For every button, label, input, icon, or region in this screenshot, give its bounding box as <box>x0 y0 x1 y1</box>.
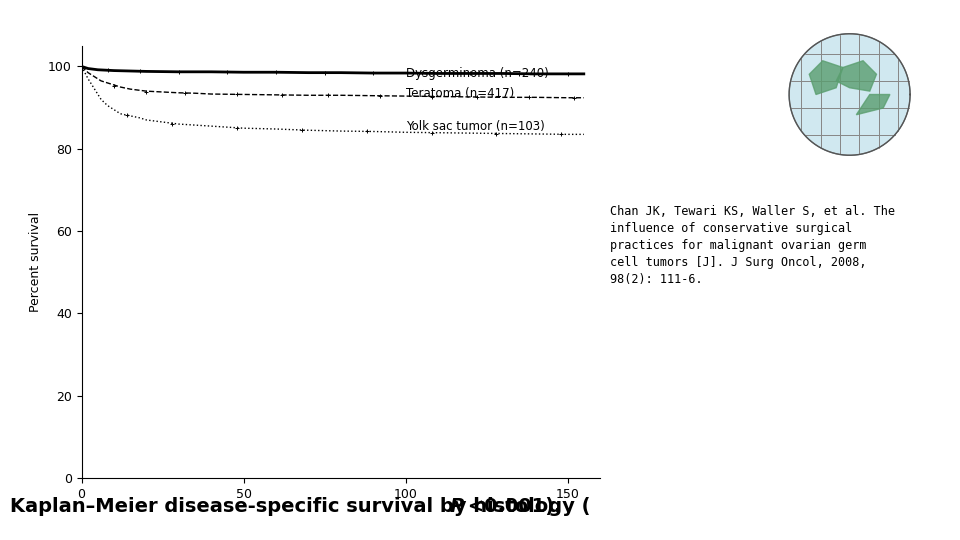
Polygon shape <box>856 94 890 115</box>
Text: P: P <box>449 497 464 516</box>
Polygon shape <box>789 34 910 155</box>
Polygon shape <box>809 60 843 94</box>
Text: <0.001).: <0.001). <box>461 497 562 516</box>
Text: Chan JK, Tewari KS, Waller S, et al. The
influence of conservative surgical
prac: Chan JK, Tewari KS, Waller S, et al. The… <box>610 205 895 286</box>
Y-axis label: Percent survival: Percent survival <box>30 212 42 312</box>
Text: Kaplan–Meier disease-specific survival by histology (: Kaplan–Meier disease-specific survival b… <box>10 497 590 516</box>
Text: Teratoma (n=417): Teratoma (n=417) <box>406 87 514 100</box>
Polygon shape <box>836 60 876 91</box>
Text: Yolk sac tumor (n=103): Yolk sac tumor (n=103) <box>406 120 544 133</box>
Text: Dysgerminoma (n=240): Dysgerminoma (n=240) <box>406 68 548 80</box>
